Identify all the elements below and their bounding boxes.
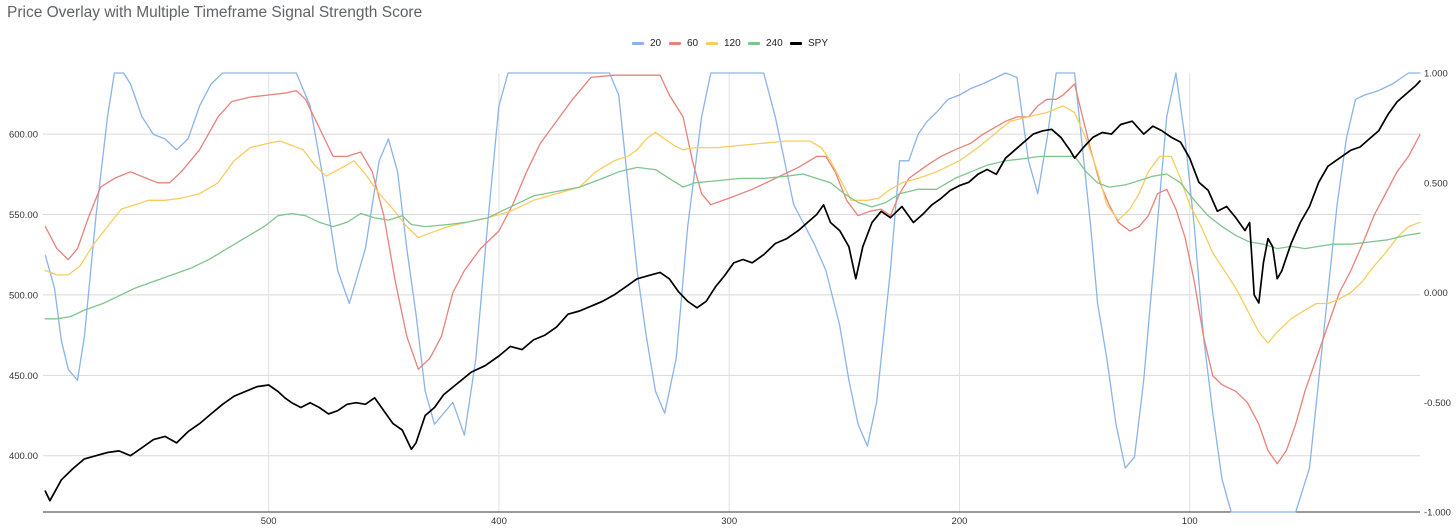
grid-layer (43, 73, 1420, 513)
y-left-tick-label: 450.00 (9, 371, 38, 382)
legend-item-60[interactable]: 60 (669, 38, 698, 49)
tick-layer: 400.00 450.00 500.00 550.00 600.00 500 400 300 2… (9, 69, 1451, 528)
series-line-120 (44, 105, 1421, 344)
legend-swatch-20 (632, 42, 644, 45)
legend-item-120[interactable]: 120 (706, 38, 741, 49)
legend-label-20: 20 (650, 38, 662, 49)
x-tick-label: 100 (1182, 516, 1198, 527)
y-left-tick-label: 550.00 (9, 210, 38, 221)
legend: 20 60 120 240 SPY (0, 38, 1456, 54)
series-line-240 (44, 155, 1421, 320)
y-right-tick-label: -1.000 (1424, 508, 1451, 519)
y-left-tick-label: 500.00 (9, 290, 38, 301)
legend-label-240: 240 (766, 38, 783, 49)
legend-swatch-120 (706, 42, 718, 45)
x-tick-label: 400 (491, 516, 507, 527)
series-line-60 (44, 74, 1421, 465)
legend-swatch-spy (790, 42, 802, 45)
legend-swatch-240 (748, 42, 760, 45)
y-left-tick-label: 600.00 (9, 130, 38, 141)
y-right-tick-label: 0.500 (1424, 178, 1448, 189)
y-left-tick-label: 400.00 (9, 451, 38, 462)
y-right-tick-label: 1.000 (1424, 69, 1448, 80)
x-tick-label: 200 (952, 516, 968, 527)
legend-item-240[interactable]: 240 (748, 38, 783, 49)
legend-item-spy[interactable]: SPY (790, 38, 828, 49)
legend-label-120: 120 (724, 38, 741, 49)
legend-label-60: 60 (687, 38, 699, 49)
series-layer (44, 72, 1421, 513)
x-tick-label: 500 (261, 516, 277, 527)
y-right-tick-label: -0.500 (1424, 398, 1451, 409)
x-tick-label: 300 (721, 516, 737, 527)
series-line-20 (44, 72, 1421, 513)
y-right-tick-label: 0.000 (1424, 288, 1448, 299)
series-line-spy (44, 80, 1421, 502)
legend-item-20[interactable]: 20 (632, 38, 661, 49)
chart-title: Price Overlay with Multiple Timeframe Si… (7, 4, 423, 21)
legend-swatch-60 (669, 42, 681, 45)
legend-label-spy: SPY (808, 38, 829, 49)
